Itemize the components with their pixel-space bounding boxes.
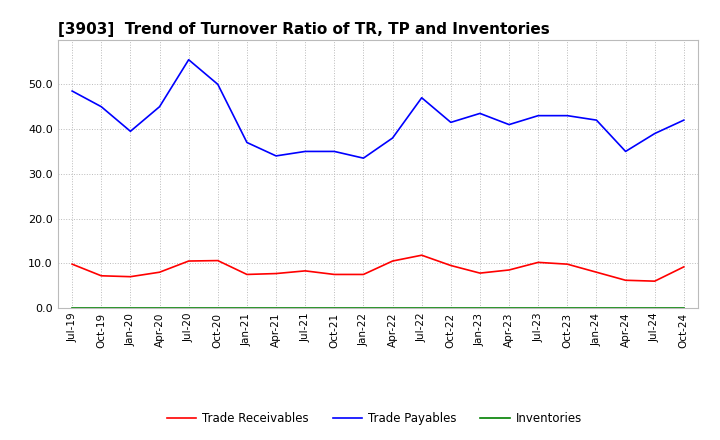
Trade Receivables: [388, 258, 397, 264]
Trade Receivables: [330, 272, 338, 277]
Trade Receivables: [126, 274, 135, 279]
Inventories: [243, 305, 251, 311]
Trade Payables: [184, 57, 193, 62]
Trade Payables: [156, 104, 164, 109]
Trade Payables: [534, 113, 543, 118]
Trade Payables: [505, 122, 513, 127]
Inventories: [563, 305, 572, 311]
Trade Payables: [271, 153, 280, 158]
Inventories: [534, 305, 543, 311]
Trade Receivables: [271, 271, 280, 276]
Line: Trade Receivables: Trade Receivables: [72, 255, 684, 281]
Trade Receivables: [243, 272, 251, 277]
Trade Receivables: [534, 260, 543, 265]
Trade Receivables: [359, 272, 368, 277]
Trade Receivables: [650, 279, 659, 284]
Inventories: [680, 305, 688, 311]
Inventories: [213, 305, 222, 311]
Inventories: [505, 305, 513, 311]
Trade Receivables: [476, 271, 485, 276]
Inventories: [621, 305, 630, 311]
Inventories: [184, 305, 193, 311]
Trade Receivables: [505, 268, 513, 273]
Inventories: [592, 305, 600, 311]
Trade Payables: [680, 117, 688, 123]
Trade Payables: [476, 111, 485, 116]
Inventories: [388, 305, 397, 311]
Trade Payables: [418, 95, 426, 100]
Trade Payables: [621, 149, 630, 154]
Trade Receivables: [621, 278, 630, 283]
Inventories: [68, 305, 76, 311]
Inventories: [301, 305, 310, 311]
Trade Payables: [213, 82, 222, 87]
Inventories: [330, 305, 338, 311]
Trade Payables: [301, 149, 310, 154]
Text: [3903]  Trend of Turnover Ratio of TR, TP and Inventories: [3903] Trend of Turnover Ratio of TR, TP…: [58, 22, 549, 37]
Trade Receivables: [563, 261, 572, 267]
Legend: Trade Receivables, Trade Payables, Inventories: Trade Receivables, Trade Payables, Inven…: [162, 407, 587, 430]
Inventories: [97, 305, 106, 311]
Trade Payables: [68, 88, 76, 94]
Trade Receivables: [680, 264, 688, 269]
Inventories: [446, 305, 455, 311]
Inventories: [126, 305, 135, 311]
Trade Payables: [359, 155, 368, 161]
Trade Receivables: [301, 268, 310, 274]
Trade Receivables: [213, 258, 222, 263]
Trade Receivables: [68, 261, 76, 267]
Trade Payables: [243, 140, 251, 145]
Trade Payables: [126, 128, 135, 134]
Trade Receivables: [97, 273, 106, 279]
Trade Receivables: [156, 270, 164, 275]
Inventories: [476, 305, 485, 311]
Inventories: [156, 305, 164, 311]
Inventories: [359, 305, 368, 311]
Trade Receivables: [418, 253, 426, 258]
Trade Payables: [650, 131, 659, 136]
Trade Payables: [330, 149, 338, 154]
Trade Payables: [388, 136, 397, 141]
Trade Payables: [563, 113, 572, 118]
Trade Receivables: [184, 258, 193, 264]
Inventories: [418, 305, 426, 311]
Inventories: [650, 305, 659, 311]
Line: Trade Payables: Trade Payables: [72, 60, 684, 158]
Trade Receivables: [446, 263, 455, 268]
Trade Payables: [446, 120, 455, 125]
Trade Payables: [97, 104, 106, 109]
Trade Payables: [592, 117, 600, 123]
Trade Receivables: [592, 270, 600, 275]
Inventories: [271, 305, 280, 311]
